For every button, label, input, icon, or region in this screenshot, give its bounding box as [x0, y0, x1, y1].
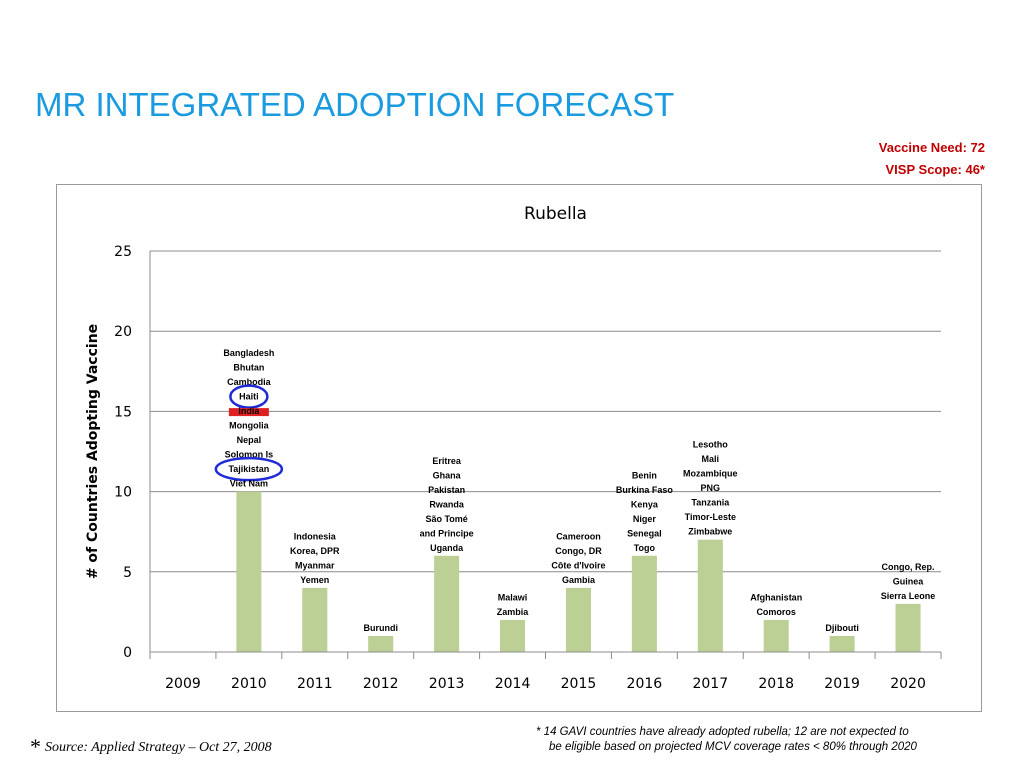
x-tick-label: 2011	[297, 676, 333, 692]
x-tick-label: 2015	[561, 676, 597, 692]
source-asterisk: *	[30, 734, 41, 759]
y-tick-label: 20	[114, 324, 132, 340]
country-label: Haiti	[239, 392, 259, 402]
country-label: Djibouti	[825, 623, 859, 633]
y-tick-label: 0	[123, 645, 132, 661]
bar	[236, 491, 262, 652]
country-label: Tajikistan	[228, 464, 269, 474]
bar	[565, 587, 591, 652]
bar	[763, 619, 789, 652]
x-tick-label: 2019	[824, 676, 860, 692]
x-tick-label: 2017	[692, 676, 728, 692]
bar	[829, 635, 855, 652]
country-label: Tanzania	[691, 498, 730, 508]
country-label: Zimbabwe	[688, 527, 732, 537]
country-label: Mozambique	[683, 469, 738, 479]
country-label: Zambia	[497, 607, 530, 617]
footnote: * 14 GAVI countries have already adopted…	[536, 725, 976, 755]
bar	[631, 555, 657, 652]
footnote-line-1: * 14 GAVI countries have already adopted…	[536, 726, 909, 738]
country-label: Solomon Is	[225, 450, 274, 460]
country-label: Viet Nam	[230, 479, 268, 489]
red-marker	[228, 408, 269, 417]
y-tick-label: 5	[123, 565, 132, 581]
country-label: Togo	[634, 543, 656, 553]
country-label: Uganda	[430, 543, 464, 553]
bar	[697, 539, 723, 652]
country-label: India	[238, 406, 260, 416]
chart-title: Rubella	[524, 204, 587, 224]
country-label: Kenya	[631, 499, 659, 509]
country-label: Mali	[702, 454, 720, 464]
country-label: Congo, DR	[555, 546, 602, 556]
country-label: Mongolia	[229, 421, 269, 431]
country-label: Pakistan	[428, 485, 465, 495]
country-label: Gambia	[562, 575, 596, 585]
rubella-bar-chart: Rubella 0 5 10 15 20 25 # of Countries Adopting…	[85, 204, 942, 692]
x-tick-label: 2016	[627, 676, 663, 692]
country-label: Burkina Faso	[616, 485, 674, 495]
country-label: Afghanistan	[750, 592, 802, 602]
highlight-circle	[229, 384, 269, 409]
x-tick-label: 2012	[363, 676, 399, 692]
country-label: Comoros	[756, 607, 796, 617]
country-label: Ghana	[433, 470, 462, 480]
country-label: Guinea	[893, 576, 925, 586]
country-label: Benin	[632, 470, 657, 480]
country-label: Cambodia	[227, 377, 272, 387]
country-label: Rwanda	[429, 499, 465, 509]
country-label: Lesotho	[693, 440, 729, 450]
country-label: PNG	[701, 483, 721, 493]
country-label: Côte d'Ivoire	[551, 560, 605, 570]
country-label: Nepal	[237, 435, 262, 445]
country-label: and Principe	[420, 528, 474, 538]
country-label: Sierra Leone	[881, 591, 936, 601]
source-text: Source: Applied Strategy – Oct 27, 2008	[45, 740, 272, 755]
bar	[434, 555, 460, 652]
footnote-line-2: be eligible based on projected MCV cover…	[549, 741, 917, 753]
x-tick-label: 2009	[165, 676, 201, 692]
y-axis-label: # of Countries Adopting Vaccine	[85, 324, 101, 579]
country-label: Congo, Rep.	[882, 562, 935, 572]
country-label: São Tomé	[425, 514, 467, 524]
x-tick-label: 2014	[495, 676, 531, 692]
country-label: Timor-Leste	[685, 512, 736, 522]
visp-scope-text: VISP Scope: 46*	[885, 162, 985, 177]
country-label: Yemen	[300, 575, 329, 585]
country-label: Bhutan	[233, 363, 264, 373]
y-tick-label: 15	[114, 404, 132, 420]
country-label: Niger	[633, 514, 657, 524]
country-label: Burundi	[363, 623, 398, 633]
country-label: Bangladesh	[223, 348, 274, 358]
bar	[302, 587, 328, 652]
x-tick-label: 2010	[231, 676, 267, 692]
country-label: Indonesia	[294, 531, 337, 541]
bar	[368, 635, 394, 652]
country-label: Senegal	[627, 528, 662, 538]
y-tick-label: 25	[114, 244, 132, 260]
chart-frame: Rubella 0 5 10 15 20 25 # of Countries Adopting…	[56, 184, 982, 712]
bar	[500, 619, 526, 652]
bar	[895, 603, 921, 652]
slide-title: MR INTEGRATED ADOPTION FORECAST	[35, 86, 675, 123]
vaccine-need-text: Vaccine Need: 72	[878, 140, 985, 155]
x-tick-label: 2013	[429, 676, 465, 692]
country-label: Myanmar	[295, 560, 335, 570]
x-tick-label: 2020	[890, 676, 926, 692]
highlight-circle	[214, 456, 284, 482]
source-note: * Source: Applied Strategy – Oct 27, 2008	[30, 734, 272, 760]
y-tick-label: 10	[114, 485, 132, 501]
country-label: Eritrea	[432, 456, 462, 466]
country-label: Korea, DPR	[290, 546, 340, 556]
country-label: Malawi	[498, 592, 528, 602]
x-tick-label: 2018	[758, 676, 794, 692]
country-label: Cameroon	[556, 531, 601, 541]
